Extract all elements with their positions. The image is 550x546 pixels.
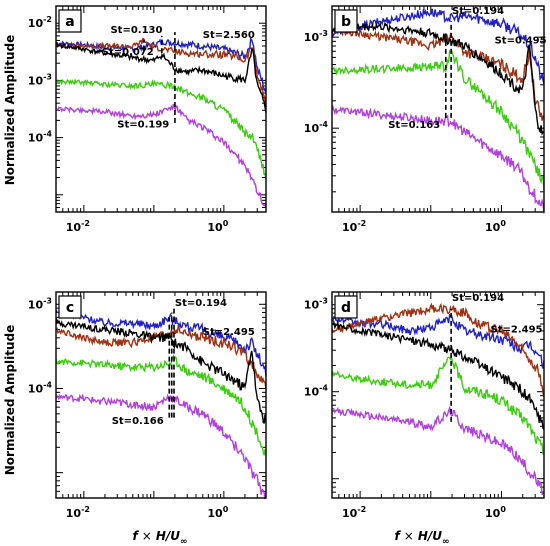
series-line bbox=[55, 37, 267, 108]
series-line bbox=[331, 21, 545, 136]
series-line bbox=[331, 405, 545, 496]
series-line bbox=[55, 354, 267, 456]
series-line bbox=[331, 48, 545, 190]
plot-frame bbox=[55, 291, 267, 499]
strouhal-annotation: St=0.199 bbox=[117, 120, 169, 131]
panel-label: c bbox=[66, 300, 74, 316]
panel-label-box bbox=[58, 9, 82, 33]
xlabel-times: × bbox=[142, 529, 152, 543]
series-line bbox=[55, 392, 267, 500]
xlabel-f: f bbox=[395, 529, 402, 543]
xlabel-sub: ∞ bbox=[180, 537, 188, 546]
panel-a: St=0.130 St=0.072 St=2.560 St=0.199 a 10-2 100… bbox=[28, 5, 267, 234]
xlabel-sub: ∞ bbox=[442, 537, 450, 546]
series-line bbox=[55, 37, 267, 93]
series-line bbox=[55, 78, 267, 180]
xlabel-left: f × H/U∞ bbox=[133, 529, 188, 546]
series-line bbox=[331, 8, 545, 84]
xlabel-f: f bbox=[133, 529, 140, 543]
series-line bbox=[55, 324, 267, 390]
xlabel-num: H/U bbox=[156, 529, 180, 543]
strouhal-annotation: St=0.130 bbox=[110, 25, 162, 36]
strouhal-annotation: St=2.495 bbox=[203, 327, 255, 338]
panel-label: d bbox=[341, 300, 351, 316]
x-tick-label: 10-2 bbox=[66, 505, 90, 520]
x-tick-label: 100 bbox=[207, 505, 228, 520]
series-line bbox=[55, 317, 267, 424]
strouhal-annotation: St=0.072 bbox=[102, 47, 154, 58]
x-tick-label: 100 bbox=[485, 505, 506, 520]
strouhal-annotation: St=0.194 bbox=[452, 293, 504, 304]
panel-c: St=0.194 St=2.495 St=0.166 c 10-2 100 10-3 10-4 bbox=[28, 291, 267, 520]
series-line bbox=[55, 103, 267, 209]
panel-label-box bbox=[58, 295, 82, 319]
series-line bbox=[331, 356, 545, 455]
strouhal-annotation: St=0.166 bbox=[112, 416, 164, 427]
plot-frame bbox=[331, 5, 545, 213]
ylabel-bottom: Normalized Amplitude bbox=[3, 325, 17, 476]
ylabel-top: Normalized Amplitude bbox=[3, 35, 17, 186]
series-line bbox=[331, 302, 545, 397]
x-tick-label: 10-2 bbox=[342, 219, 366, 234]
panel-label-box bbox=[334, 9, 358, 33]
strouhal-annotation: St=0.495 bbox=[495, 36, 547, 47]
strouhal-annotation: St=0.194 bbox=[175, 298, 227, 309]
y-tick-label: 10-3 bbox=[304, 29, 328, 44]
y-tick-label: 10-4 bbox=[304, 120, 329, 135]
panel-b: St=0.194 St=0.495 St=0.163 b 10-2 100 10-3 10-4 bbox=[304, 5, 547, 234]
strouhal-annotation: St=0.194 bbox=[452, 6, 504, 17]
panel-label: a bbox=[65, 14, 74, 30]
panel-d: St=0.194 St=2.495 d 10-2 100 10-3 10-4 bbox=[304, 291, 545, 520]
y-tick-label: 10-4 bbox=[28, 380, 53, 395]
series-line bbox=[331, 25, 545, 121]
plot-area bbox=[56, 6, 266, 212]
series-line bbox=[331, 319, 545, 431]
strouhal-annotation: St=0.163 bbox=[388, 120, 440, 131]
plot-area bbox=[332, 292, 544, 498]
xlabel-times: × bbox=[404, 529, 414, 543]
plot-frame bbox=[55, 5, 267, 213]
y-tick-label: 10-3 bbox=[28, 296, 52, 311]
plot-frame bbox=[331, 291, 545, 499]
x-tick-label: 100 bbox=[485, 219, 506, 234]
x-tick-label: 10-2 bbox=[342, 505, 366, 520]
y-tick-label: 10-3 bbox=[304, 297, 328, 312]
strouhal-annotation: St=2.495 bbox=[491, 324, 543, 335]
series-line bbox=[331, 104, 545, 214]
xlabel-num: H/U bbox=[418, 529, 442, 543]
y-tick-label: 10-4 bbox=[304, 384, 329, 399]
y-tick-label: 10-3 bbox=[28, 72, 52, 87]
panel-label-box bbox=[334, 295, 358, 319]
x-tick-label: 10-2 bbox=[66, 219, 90, 234]
series-line bbox=[55, 42, 267, 114]
panel-label: b bbox=[341, 14, 351, 30]
x-tick-label: 100 bbox=[207, 219, 228, 234]
y-tick-label: 10-4 bbox=[28, 130, 53, 145]
strouhal-annotation: St=2.560 bbox=[203, 30, 255, 41]
xlabel-right: f × H/U∞ bbox=[395, 529, 450, 546]
series-line bbox=[55, 309, 267, 377]
y-tick-label: 10-2 bbox=[28, 15, 52, 30]
